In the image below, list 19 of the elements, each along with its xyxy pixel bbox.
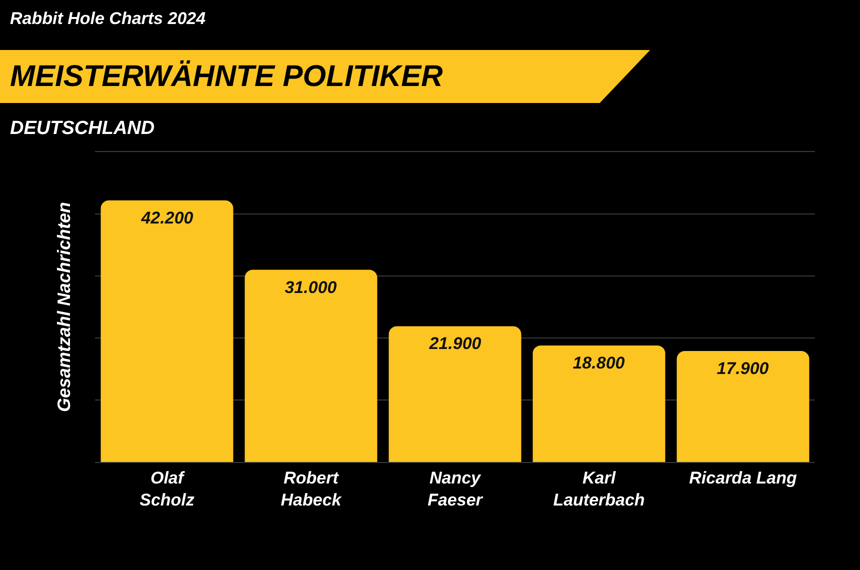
chart-title: MEISTERWÄHNTE POLITIKER [10,60,444,93]
bar [676,351,810,462]
x-tick-label: Robert Habeck [280,468,343,510]
y-axis-title: Gesamtzahl Nachrichten [54,202,74,412]
data-label: 42.200 [140,208,194,228]
x-tick-label: Olaf Scholz [140,468,195,510]
data-label: 31.000 [284,278,338,297]
data-label: 17.900 [716,359,770,378]
data-label: 18.800 [572,353,626,372]
bar [244,270,378,462]
text: Rabbit Hole Charts 2024 [10,9,206,28]
x-tick-label: Karl Lauterbach [553,468,645,510]
x-tick-label: Ricarda Lang [689,468,798,488]
bar [100,200,234,462]
data-label: 21.900 [428,334,482,354]
bar [532,345,666,462]
x-tick-label: Nancy Faeser [428,468,484,510]
chart-subtitle: DEUTSCHLAND [10,118,155,139]
bar [388,326,522,462]
